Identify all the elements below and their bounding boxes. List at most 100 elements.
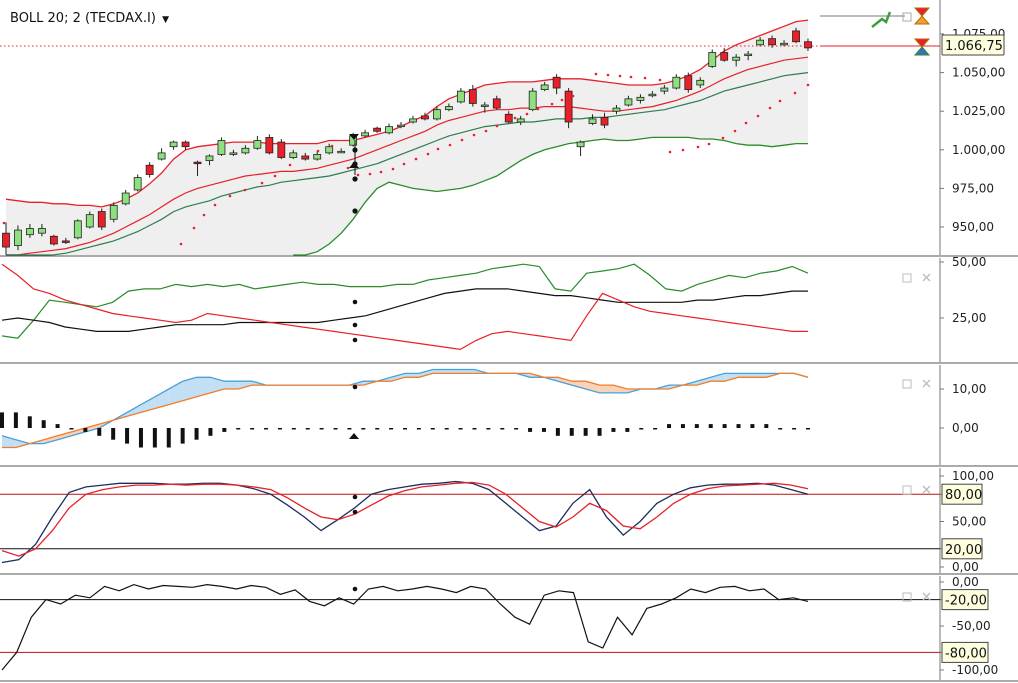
candle-body: [636, 96, 645, 101]
candle-body: [26, 228, 34, 236]
macd-histogram-bar: [472, 428, 477, 430]
crosshair-dot: [352, 494, 358, 500]
macd-fill-segment: [405, 373, 419, 378]
sar-dot: [768, 106, 772, 110]
sar-dot: [756, 114, 760, 118]
candle-body: [588, 118, 597, 124]
sar-dot: [436, 147, 440, 151]
panel-close-icon[interactable]: [922, 592, 931, 601]
macd-histogram-bar: [750, 424, 755, 428]
macd-fill-segment: [71, 428, 86, 436]
triangle-down-icon[interactable]: ▼: [162, 15, 169, 25]
macd-fill-segment: [391, 373, 405, 382]
current-price-label: 1.066,75: [945, 39, 1003, 54]
macd-fill-segment: [571, 381, 586, 389]
sar-dot: [707, 142, 711, 146]
macd-tick-label: 0,00: [952, 421, 979, 435]
sar-dot: [696, 145, 700, 149]
candle-body: [612, 107, 621, 112]
indicator-title[interactable]: BOLL 20; 2 (TECDAX.I) ▼: [10, 11, 169, 26]
panel-window-icon[interactable]: [902, 485, 912, 495]
candle-body: [540, 84, 549, 90]
sar-dot: [668, 150, 672, 154]
sar-dot: [806, 83, 810, 87]
crosshair-dot: [352, 384, 358, 390]
panel-window-icon[interactable]: [902, 592, 912, 602]
candle-body: [2, 232, 10, 248]
macd-fill-segment: [210, 377, 225, 393]
wpr-tick-label: -100,00: [952, 663, 998, 677]
macd-histogram-bar: [611, 428, 616, 432]
candle-body: [397, 124, 405, 128]
sar-dot: [484, 129, 488, 133]
sar-dot: [550, 102, 554, 106]
candle-body: [85, 214, 94, 228]
macd-fill-segment: [15, 439, 30, 448]
candle-body: [624, 98, 633, 106]
candle-body: [684, 75, 693, 90]
panel-window-icon[interactable]: [902, 379, 912, 389]
macd-histogram-bar: [305, 428, 310, 430]
candle-body: [73, 220, 82, 239]
candle-body: [181, 141, 190, 148]
candle-body: [169, 141, 178, 148]
price-tick-label: 1.000,00: [952, 143, 1005, 157]
candle-body: [433, 109, 441, 120]
sar-dot: [448, 143, 452, 147]
macd-fill-segment: [752, 373, 767, 378]
sar-dot: [733, 129, 737, 133]
stoch-tick-label: 50,00: [952, 515, 986, 529]
macd-histogram-bar: [27, 416, 32, 428]
macd-histogram-bar: [264, 428, 269, 430]
macd-histogram-bar: [416, 428, 421, 430]
macd-histogram-bar: [528, 428, 533, 432]
candle-body: [145, 164, 154, 175]
sar-dot: [260, 181, 264, 185]
candle-body: [660, 87, 669, 92]
macd-histogram-bar: [208, 428, 213, 436]
wpr-level-box: [941, 641, 989, 663]
price-tick-label: 975,00: [952, 181, 994, 195]
price-tick-label: 950,00: [952, 220, 994, 234]
sar-dot: [391, 167, 395, 171]
dmi-tick-label: 25,00: [952, 311, 986, 325]
macd-fast-line: [1, 368, 809, 445]
crosshair-dot: [352, 337, 358, 343]
price-tick-label: 1.025,00: [952, 104, 1005, 118]
wpr-level-label: -20,00: [945, 594, 987, 609]
candle-body: [157, 152, 166, 160]
sar-dot: [571, 94, 575, 98]
candle-body: [265, 137, 274, 154]
macd-fill-segment: [43, 435, 58, 444]
alert-hourglass-icon[interactable]: [913, 7, 931, 17]
panel-close-icon[interactable]: [922, 379, 931, 388]
candle-body: [744, 53, 753, 56]
macd-histogram-bar: [111, 428, 116, 440]
candle-body: [756, 39, 765, 46]
panel-close-icon[interactable]: [922, 485, 931, 494]
candle-body: [768, 38, 776, 46]
sar-dot: [793, 91, 797, 95]
panel-close-icon[interactable]: [922, 273, 931, 282]
candle-body: [361, 132, 370, 137]
macd-histogram-bar: [625, 428, 630, 432]
candle-body: [516, 118, 525, 123]
alert-down-icon[interactable]: [913, 38, 931, 48]
trend-up-icon[interactable]: [871, 11, 892, 28]
crosshair-dot: [352, 586, 358, 592]
macd-histogram-bar: [166, 428, 171, 448]
stoch-series-line: [1, 480, 809, 564]
candle-body: [456, 90, 465, 103]
window-icon[interactable]: [902, 12, 912, 22]
candle-body: [600, 116, 609, 126]
price-tick-label: 1.050,00: [952, 66, 1005, 80]
stoch-series-line: [1, 481, 809, 557]
macd-fill-segment: [418, 369, 433, 378]
candle-body: [289, 152, 298, 158]
sar-dot: [594, 72, 598, 76]
panel-window-icon[interactable]: [902, 273, 912, 283]
macd-histogram-bar: [792, 428, 797, 430]
macd-histogram-bar: [277, 428, 282, 430]
macd-histogram-bar: [13, 412, 18, 428]
macd-histogram-bar: [680, 424, 685, 428]
